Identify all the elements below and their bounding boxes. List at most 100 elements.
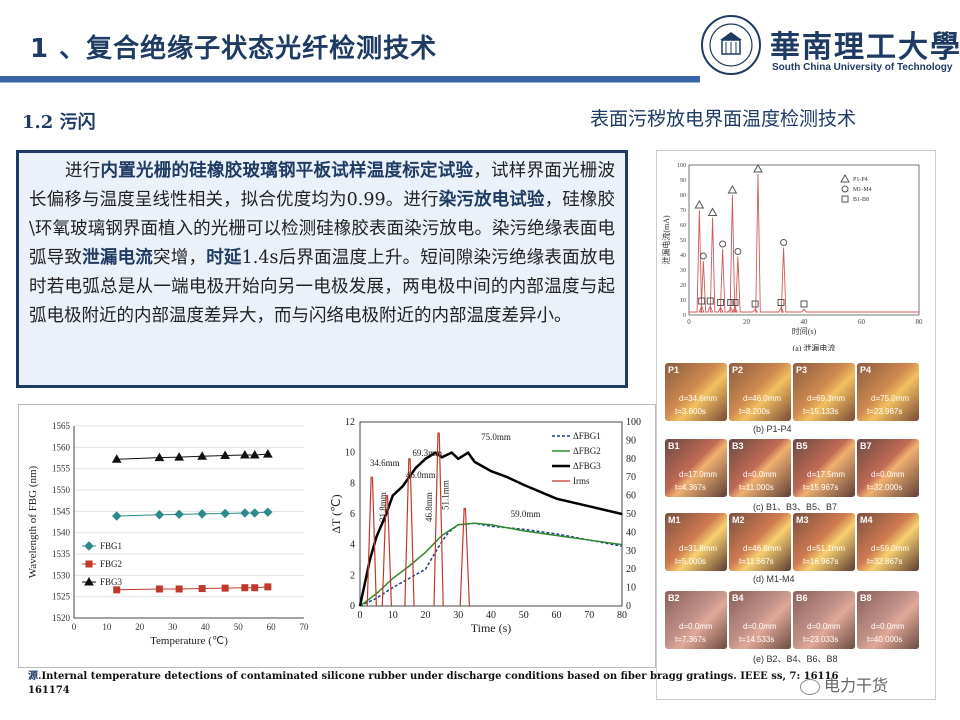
fbg-calibration-chart: 1520 1525 1530 1535 1540 1545 1550 1555 1560 1565… (27, 421, 309, 647)
photo-t: t=15.967s (803, 483, 839, 492)
source-tail: ss, 7: 16116 (771, 671, 839, 682)
data-point (251, 584, 259, 592)
legend-label: M1-M4 (853, 187, 872, 193)
photo-label: P4 (860, 365, 872, 375)
photo-d: d=51.1mm (807, 544, 846, 553)
page-title: 1 、复合绝缘子状态光纤检测技术 (30, 34, 438, 64)
discharge-photo: P1 d=34.6mm t=3.600s (665, 363, 727, 421)
body-text: ，试样界面光栅波长偏移与温度呈线性相关，拟合优度均为0.99。进行 (29, 161, 615, 210)
x-axis-label: Time (s) (471, 621, 512, 635)
data-point (111, 454, 122, 463)
y-tick-label: 12 (345, 417, 355, 428)
data-point (753, 163, 763, 173)
data-point (727, 299, 735, 306)
data-point (175, 585, 183, 593)
university-name-en: South China University of Technology (772, 62, 953, 73)
photo-d: d=75.0mm (871, 394, 910, 403)
x-tick-label: 40 (486, 610, 496, 621)
legend-marker (841, 185, 849, 193)
discharge-photo: B2 d=0.0mm t=7.367s (665, 591, 727, 649)
photo-t: t=32.867s (867, 557, 903, 566)
y2-tick-label: 60 (626, 491, 636, 502)
data-point (174, 509, 184, 520)
y-tick-label: 100 (677, 163, 686, 169)
x-tick-label: 50 (519, 610, 529, 621)
watermark: 电力干货 (800, 672, 888, 696)
data-point (780, 239, 788, 246)
highlight-term: 内置光栅的硅橡胶玻璃钢平板试样温度标定试验 (100, 161, 474, 181)
discharge-photo: B1 d=17.0mm t=4.367s (665, 439, 727, 497)
discharge-photo: M1 d=31.8mm t=5.000s (665, 513, 727, 571)
data-point (717, 299, 725, 306)
photo-t: t=15.133s (803, 407, 839, 416)
photo-d: d=46.8mm (743, 544, 782, 553)
y-tick-label: 50 (680, 238, 686, 244)
y-tick-label: 10 (345, 448, 355, 459)
photo-d: d=17.5mm (807, 470, 846, 479)
photo-d: d=17.0mm (679, 470, 718, 479)
y-tick-label: 8 (350, 478, 355, 489)
title-underline (0, 76, 700, 82)
data-point (727, 184, 738, 194)
y-tick-label: 60 (680, 223, 686, 229)
photo-label: P3 (796, 365, 808, 375)
discharge-photo: B8 d=0.0mm t=40.000s (857, 591, 919, 649)
y2-tick-label: 100 (626, 417, 641, 428)
legend-marker (85, 560, 93, 568)
x-axis-label: Temperature (℃) (150, 635, 228, 647)
annotation-label: 51.1mm (440, 480, 450, 510)
data-point (240, 508, 250, 518)
series-line-dfbg2 (359, 522, 623, 607)
annotation-label: 46.8mm (424, 492, 434, 522)
photo-t: t=16.967s (803, 557, 839, 566)
data-point (154, 452, 165, 462)
x-tick-label: 40 (801, 318, 809, 326)
discharge-photo: B6 d=0.0mm t=23.033s (793, 591, 855, 649)
photo-t: t=7.367s (675, 635, 706, 644)
data-point (263, 507, 273, 517)
data-point (706, 297, 714, 305)
photo-label: B7 (860, 441, 872, 451)
data-point (699, 252, 707, 260)
photo-d: d=0.0mm (807, 622, 841, 631)
summary-textbox: 进行内置光栅的硅橡胶玻璃钢平板试样温度标定试验，试样界面光栅波长偏移与温度呈线性… (16, 150, 628, 388)
legend-label: Irms (573, 476, 590, 486)
data-point (262, 449, 273, 458)
x-tick-label: 30 (168, 622, 178, 632)
y2-tick-label: 30 (626, 546, 636, 557)
data-point (113, 586, 121, 594)
legend-label: FBG3 (100, 577, 123, 587)
x-tick-label: 60 (858, 318, 866, 326)
right-figure-panel: 0 10 20 30 40 50 60 70 80 90 100 0 20 40 60 80 时间(s) 泄漏电流… (656, 150, 936, 700)
x-tick-label: 10 (102, 622, 112, 632)
y-tick-label: 1525 (52, 592, 71, 602)
photo-d: d=31.8mm (679, 544, 718, 553)
photo-d: d=0.0mm (871, 470, 905, 479)
photo-t: t=11.667s (739, 557, 774, 566)
annotation-label: 69.3mm (412, 448, 442, 458)
y-tick-label: 1535 (52, 549, 71, 559)
discharge-photo: B4 d=0.0mm t=14.533s (729, 591, 791, 649)
x-tick-label: 80 (617, 610, 627, 621)
discharge-photo: P2 d=46.0mm t=8.200s (729, 363, 791, 421)
y2-tick-label: 10 (626, 583, 636, 594)
photo-label: B4 (732, 593, 744, 603)
y-tick-label: 6 (350, 509, 355, 520)
legend-label: ΔFBG3 (573, 461, 601, 471)
wechat-icon (800, 678, 820, 695)
x-tick-label: 60 (552, 610, 562, 621)
discharge-photo: M2 d=46.8mm t=11.667s (729, 513, 791, 571)
annotation-label: 34.6mm (370, 458, 400, 468)
legend-label: B1-B8 (853, 197, 869, 203)
discharge-photo: B3 d=0.0mm t=11.000s (729, 439, 791, 497)
data-point (241, 584, 249, 592)
university-name-cn: 華南理工大學 (770, 30, 960, 65)
x-tick-label: 10 (388, 610, 398, 621)
photo-d: d=46.0mm (743, 394, 782, 403)
discharge-photo: B7 d=0.0mm t=32.000s (857, 439, 919, 497)
data-point (198, 585, 206, 593)
legend-label: P1-P4 (853, 177, 868, 183)
y2-tick-label: 40 (626, 527, 636, 538)
data-point (220, 450, 231, 459)
irms-spike (381, 495, 393, 607)
